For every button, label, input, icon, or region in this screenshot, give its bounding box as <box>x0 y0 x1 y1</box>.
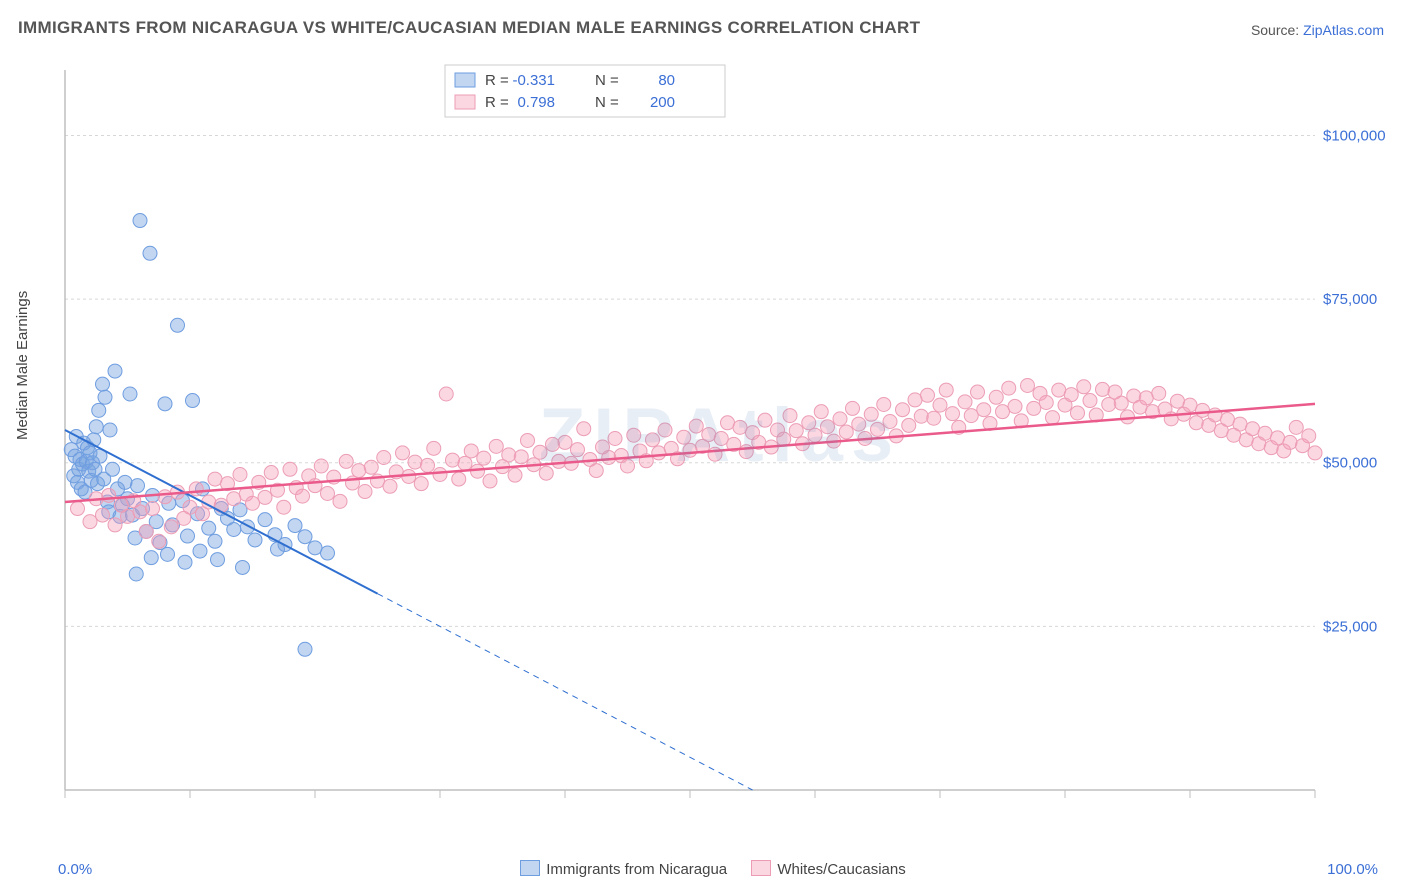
svg-text:R =: R = <box>485 94 509 111</box>
svg-text:$100,000: $100,000 <box>1323 127 1385 144</box>
chart-title: IMMIGRANTS FROM NICARAGUA VS WHITE/CAUCA… <box>18 18 920 38</box>
svg-text:$50,000: $50,000 <box>1323 455 1377 472</box>
svg-text:N =: N = <box>595 94 619 111</box>
legend-swatch-1 <box>751 860 771 876</box>
legend-swatch-0 <box>520 860 540 876</box>
svg-text:$75,000: $75,000 <box>1323 291 1377 308</box>
chart-plot-area: $25,000 $50,000 $75,000 $100,000 R =-0.331 N … <box>55 60 1385 820</box>
source-link[interactable]: ZipAtlas.com <box>1303 22 1384 38</box>
svg-text:R =: R = <box>485 72 509 89</box>
chart-svg: $25,000 $50,000 $75,000 $100,000 R =-0.331 N … <box>55 60 1385 820</box>
legend-label-0: Immigrants from Nicaragua <box>546 861 727 878</box>
svg-text:N =: N = <box>595 72 619 89</box>
svg-text:200: 200 <box>650 94 675 111</box>
legend-bottom: Immigrants from Nicaragua Whites/Caucasi… <box>0 860 1406 878</box>
svg-text:80: 80 <box>658 72 675 89</box>
legend-label-1: Whites/Caucasians <box>777 861 905 878</box>
svg-text:-0.331: -0.331 <box>512 72 555 89</box>
chart-source: Source: ZipAtlas.com <box>1251 22 1384 38</box>
svg-text:$25,000: $25,000 <box>1323 618 1377 635</box>
source-prefix: Source: <box>1251 22 1303 38</box>
y-axis-label: Median Male Earnings <box>14 291 31 440</box>
svg-text:0.798: 0.798 <box>517 94 555 111</box>
